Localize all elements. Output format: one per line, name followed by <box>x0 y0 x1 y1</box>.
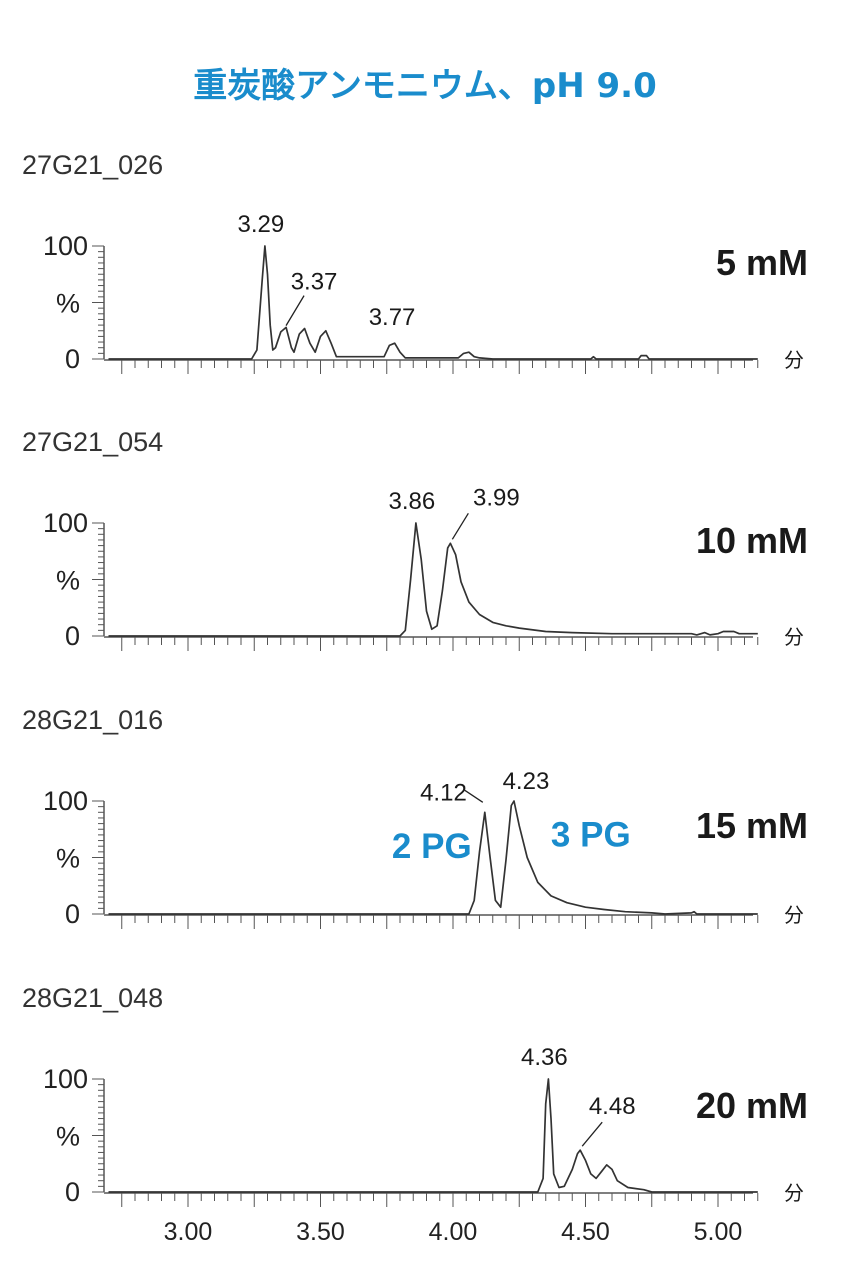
y-tick-label: % <box>56 844 80 874</box>
y-tick-label: 100 <box>43 508 88 538</box>
concentration-label: 10 mM <box>696 520 808 561</box>
peak-label: 3.29 <box>237 211 284 238</box>
x-tick-label: 3.00 <box>164 1218 213 1246</box>
x-unit-label: 分 <box>784 348 804 372</box>
page-title: 重炭酸アンモニウム、pH 9.0 <box>193 66 657 106</box>
peak-label: 4.48 <box>589 1093 636 1120</box>
peak-label: 3.99 <box>473 484 520 511</box>
peak-leader-line <box>581 1121 603 1147</box>
y-tick-label: 100 <box>43 1064 88 1094</box>
sample-id: 28G21_016 <box>22 705 163 735</box>
y-tick-label: 0 <box>65 621 80 651</box>
x-tick-label: 3.50 <box>296 1218 345 1246</box>
peak-label: 3.86 <box>389 488 436 515</box>
peak-label: 3.77 <box>369 304 416 331</box>
peak-label: 4.23 <box>503 768 550 795</box>
sample-id: 28G21_048 <box>22 983 163 1013</box>
x-tick-label: 4.50 <box>561 1218 610 1246</box>
chromatogram-trace <box>108 1078 758 1193</box>
chromatogram-trace <box>108 522 758 637</box>
chromatogram-trace <box>108 245 758 360</box>
y-tick-label: 0 <box>65 899 80 929</box>
concentration-label: 20 mM <box>696 1085 808 1126</box>
peak-leader-line <box>464 789 484 803</box>
x-unit-label: 分 <box>784 1181 804 1205</box>
y-tick-label: % <box>56 1122 80 1152</box>
chromatogram-trace <box>108 800 758 915</box>
x-unit-label: 分 <box>784 903 804 927</box>
y-tick-label: % <box>56 289 80 319</box>
concentration-label: 15 mM <box>696 805 808 846</box>
sample-id: 27G21_026 <box>22 150 163 180</box>
peak-label: 4.12 <box>420 779 467 806</box>
concentration-label: 5 mM <box>716 242 808 283</box>
x-unit-label: 分 <box>784 625 804 649</box>
y-tick-label: 0 <box>65 1177 80 1207</box>
y-tick-label: 100 <box>43 786 88 816</box>
x-tick-label: 4.00 <box>429 1218 478 1246</box>
sample-id: 27G21_054 <box>22 427 163 457</box>
peak-label: 3.37 <box>291 269 338 296</box>
peak-leader-line <box>285 295 305 326</box>
oligomer-annotation: 2 PG <box>392 827 472 866</box>
y-tick-label: 100 <box>43 231 88 261</box>
peak-leader-line <box>451 512 469 540</box>
y-tick-label: 0 <box>65 344 80 374</box>
x-tick-label: 5.00 <box>694 1218 743 1246</box>
peak-label: 4.36 <box>521 1044 568 1071</box>
oligomer-annotation: 3 PG <box>551 816 631 855</box>
y-tick-label: % <box>56 566 80 596</box>
